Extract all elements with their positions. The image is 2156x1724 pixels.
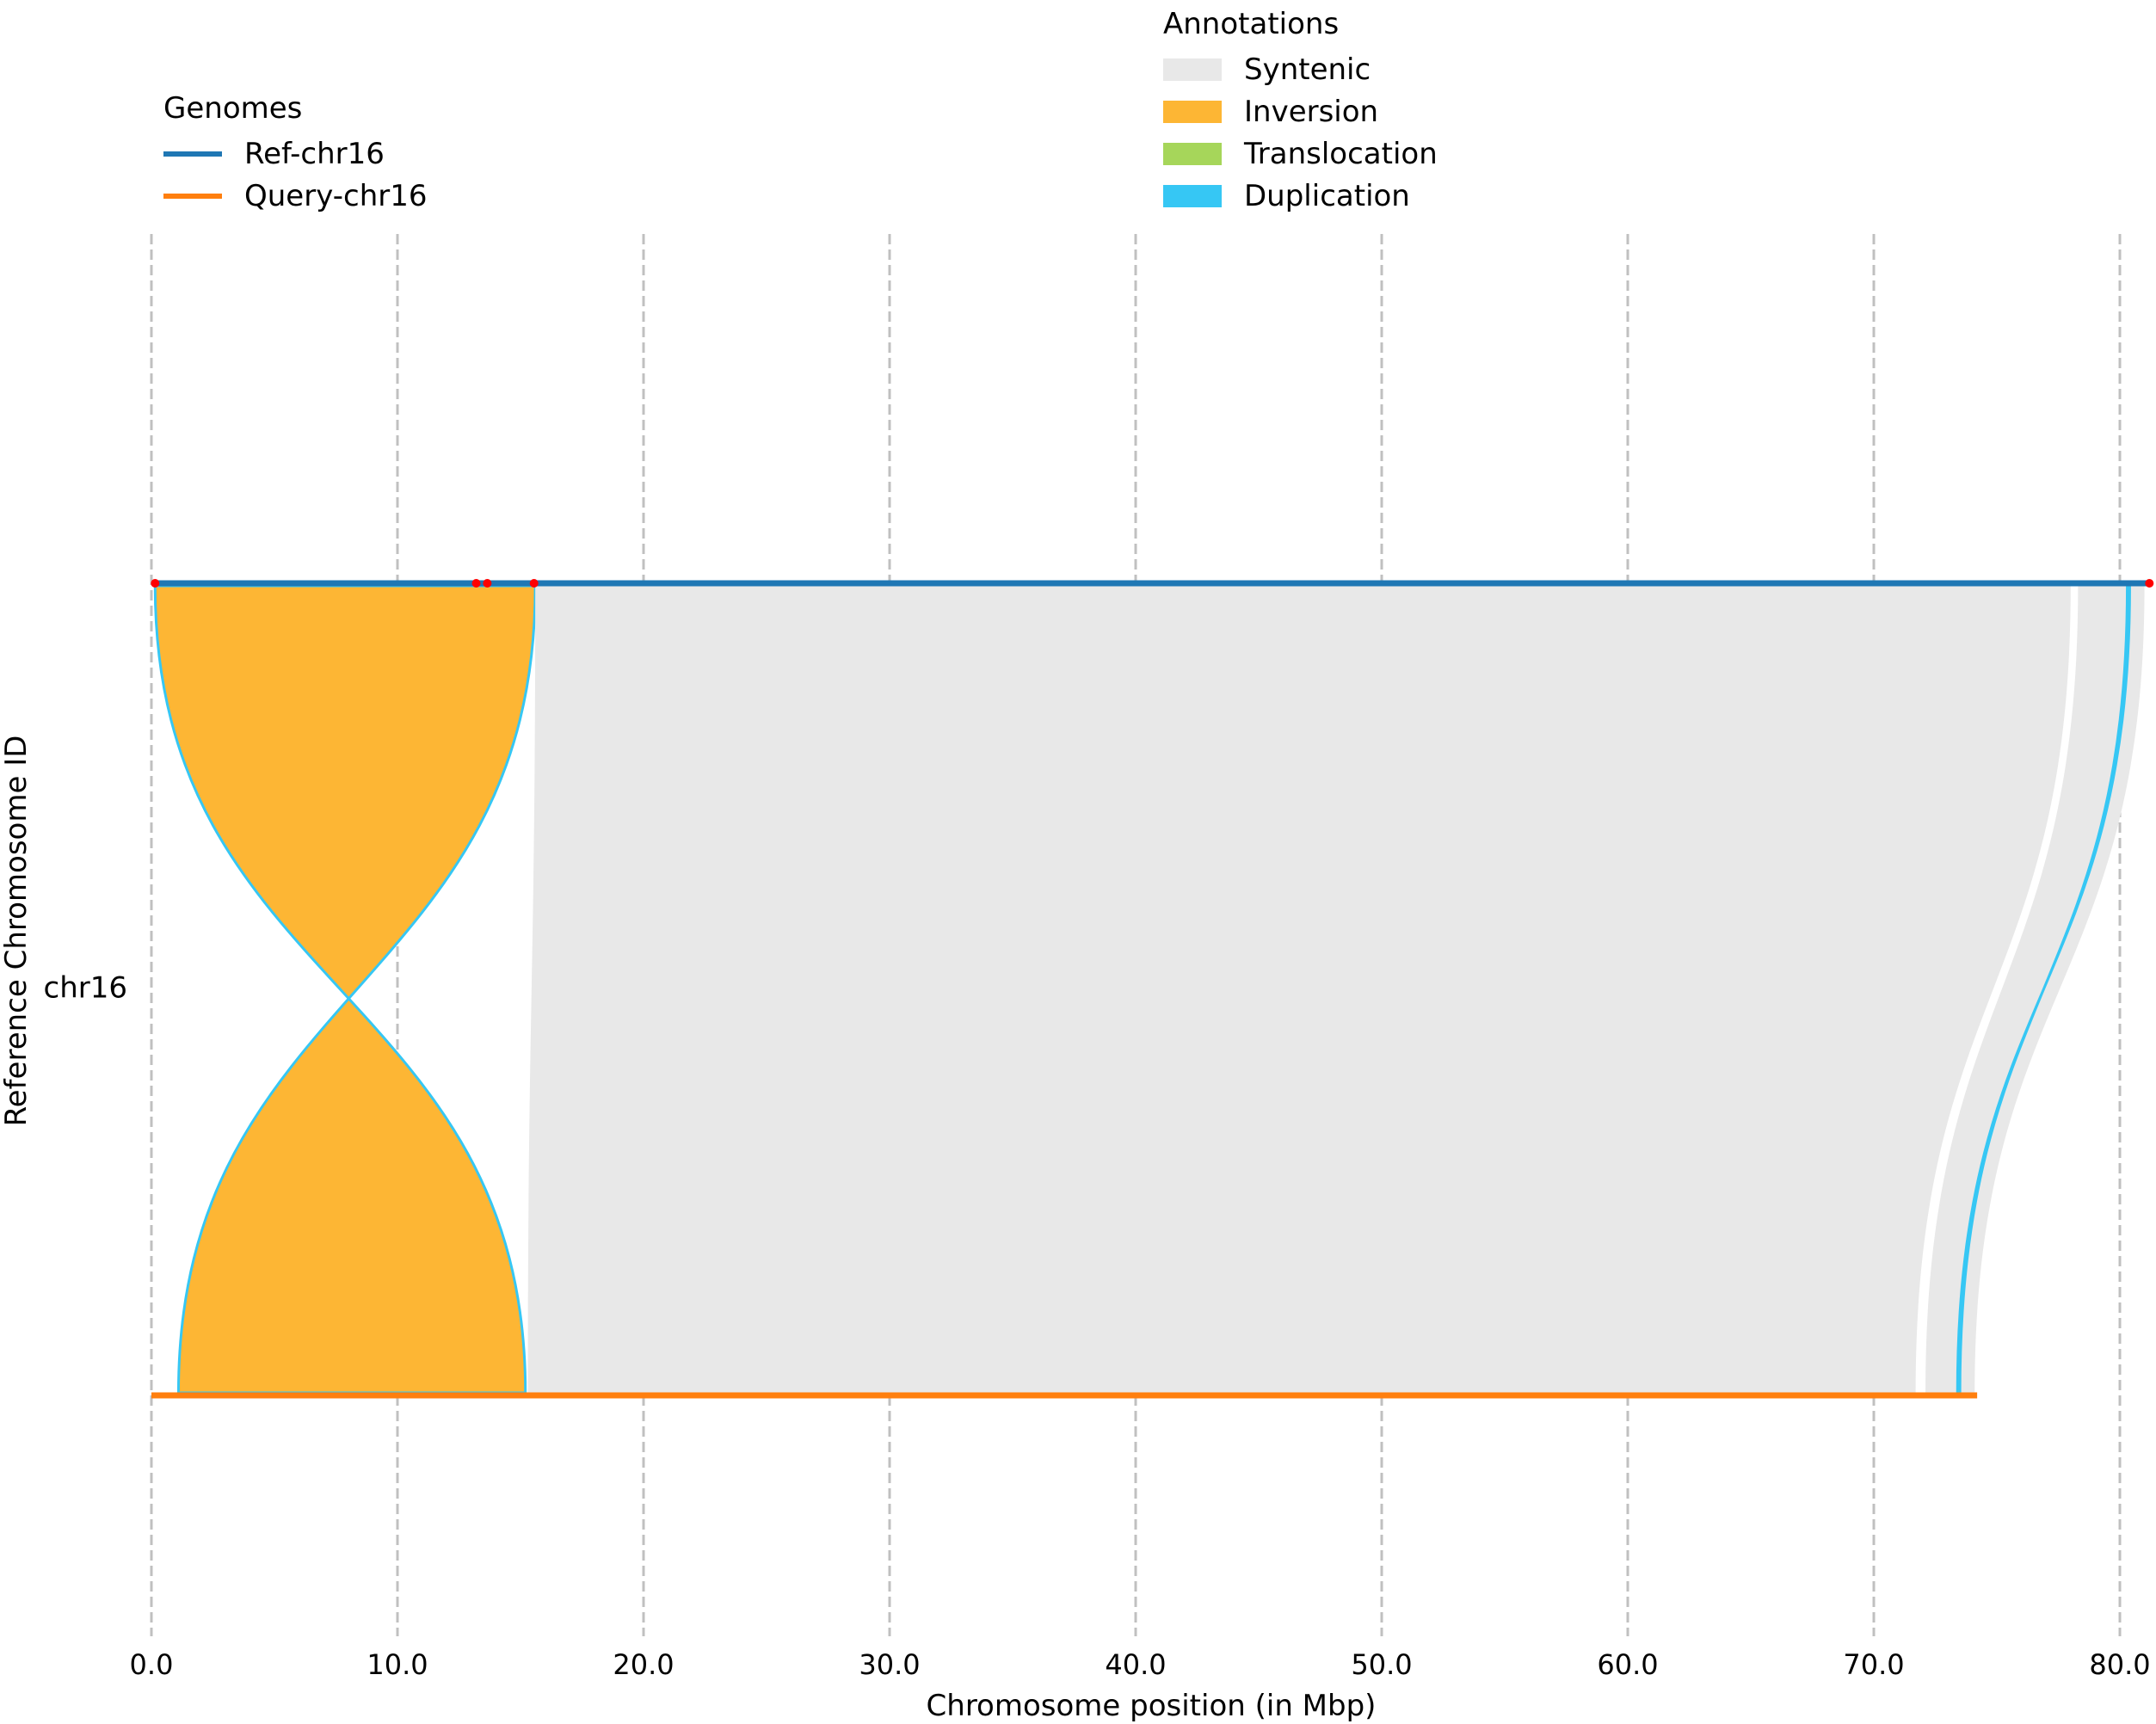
y-axis-label: Reference Chromosome ID [0,736,34,1127]
legend-item-syntenic: Syntenic [1163,48,1438,90]
x-tick-label: 60.0 [1597,1648,1658,1681]
duplication-swatch [1163,184,1222,207]
x-tick-label: 80.0 [2089,1648,2150,1681]
x-axis-label: Chromosome position (in Mbp) [927,1689,1377,1723]
legend-item-translocation: Translocation [1163,132,1438,175]
query-line-swatch [163,193,222,199]
legend-item-ref: Ref-chr16 [163,132,427,175]
annotations-legend: Annotations Syntenic Inversion Transloca… [1163,7,1438,217]
ref-line-swatch [163,151,222,157]
legend-item-query: Query-chr16 [163,175,427,217]
syntenic-swatch [1163,58,1222,81]
syntenic-ribbon [1925,586,2145,1393]
alignment-blocks [153,584,2145,1395]
legend-label-duplication: Duplication [1244,178,1410,213]
x-tick-label: 20.0 [613,1648,674,1681]
breakpoint-marker [151,579,160,588]
x-tick-label: 70.0 [1843,1648,1904,1681]
breakpoint-markers [151,579,2154,588]
annotations-legend-title: Annotations [1163,7,1340,41]
genomes-legend-title: Genomes [163,91,303,126]
legend-label-syntenic: Syntenic [1244,52,1371,87]
legend-label-translocation: Translocation [1244,136,1438,171]
legend-item-duplication: Duplication [1163,175,1438,217]
x-tick-label: 0.0 [130,1648,174,1681]
syntenic-ribbon [527,586,2071,1393]
legend-label-ref: Ref-chr16 [244,136,385,171]
x-tick-label: 50.0 [1351,1648,1412,1681]
chromosome-label: chr16 [44,971,127,1006]
breakpoint-marker [483,579,492,588]
x-axis-ticks: 0.0 10.0 20.0 30.0 40.0 50.0 60.0 70.0 80.0 [130,1648,2151,1681]
x-tick-label: 30.0 [859,1648,920,1681]
legend-label-inversion: Inversion [1244,94,1379,129]
breakpoint-marker [2145,579,2154,588]
translocation-swatch [1163,142,1222,165]
legend-label-query: Query-chr16 [244,178,428,213]
x-tick-label: 40.0 [1105,1648,1166,1681]
x-tick-label: 10.0 [367,1648,428,1681]
inversion-ribbon [153,584,537,1395]
legend-item-inversion: Inversion [1163,90,1438,132]
genomes-legend: Genomes Ref-chr16 Query-chr16 [163,91,427,217]
inversion-swatch [1163,100,1222,123]
breakpoint-marker [529,579,539,588]
breakpoint-marker [471,579,481,588]
